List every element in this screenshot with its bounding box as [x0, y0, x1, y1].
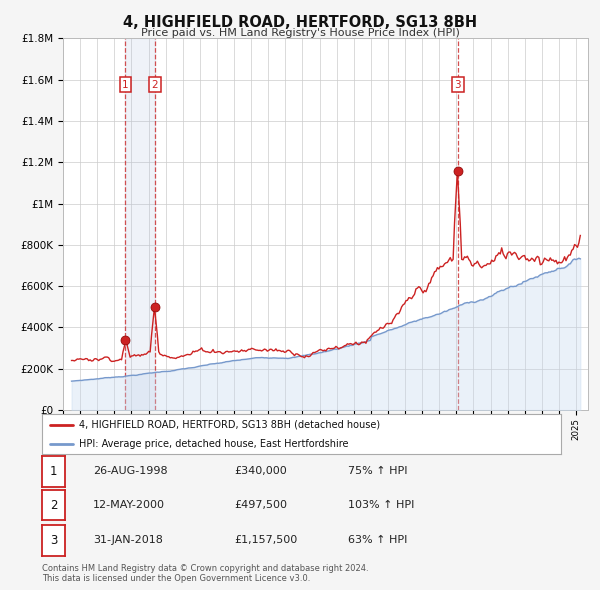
- Text: £340,000: £340,000: [234, 467, 287, 476]
- Text: £1,157,500: £1,157,500: [234, 536, 297, 545]
- Text: 12-MAY-2000: 12-MAY-2000: [93, 500, 165, 510]
- Text: 4, HIGHFIELD ROAD, HERTFORD, SG13 8BH: 4, HIGHFIELD ROAD, HERTFORD, SG13 8BH: [123, 15, 477, 30]
- Text: 1: 1: [50, 465, 57, 478]
- Text: 3: 3: [50, 534, 57, 547]
- Text: 2: 2: [151, 80, 158, 90]
- Text: HPI: Average price, detached house, East Hertfordshire: HPI: Average price, detached house, East…: [79, 439, 349, 449]
- Text: 31-JAN-2018: 31-JAN-2018: [93, 536, 163, 545]
- Text: 3: 3: [454, 80, 461, 90]
- Text: 1: 1: [122, 80, 129, 90]
- Text: Contains HM Land Registry data © Crown copyright and database right 2024.
This d: Contains HM Land Registry data © Crown c…: [42, 563, 368, 583]
- Text: 75% ↑ HPI: 75% ↑ HPI: [348, 467, 407, 476]
- Text: 4, HIGHFIELD ROAD, HERTFORD, SG13 8BH (detached house): 4, HIGHFIELD ROAD, HERTFORD, SG13 8BH (d…: [79, 419, 380, 430]
- Text: 2: 2: [50, 499, 57, 512]
- Text: 63% ↑ HPI: 63% ↑ HPI: [348, 536, 407, 545]
- Text: £497,500: £497,500: [234, 500, 287, 510]
- Text: 26-AUG-1998: 26-AUG-1998: [93, 467, 167, 476]
- Bar: [125, 38, 155, 410]
- Text: 103% ↑ HPI: 103% ↑ HPI: [348, 500, 415, 510]
- Text: Price paid vs. HM Land Registry's House Price Index (HPI): Price paid vs. HM Land Registry's House …: [140, 28, 460, 38]
